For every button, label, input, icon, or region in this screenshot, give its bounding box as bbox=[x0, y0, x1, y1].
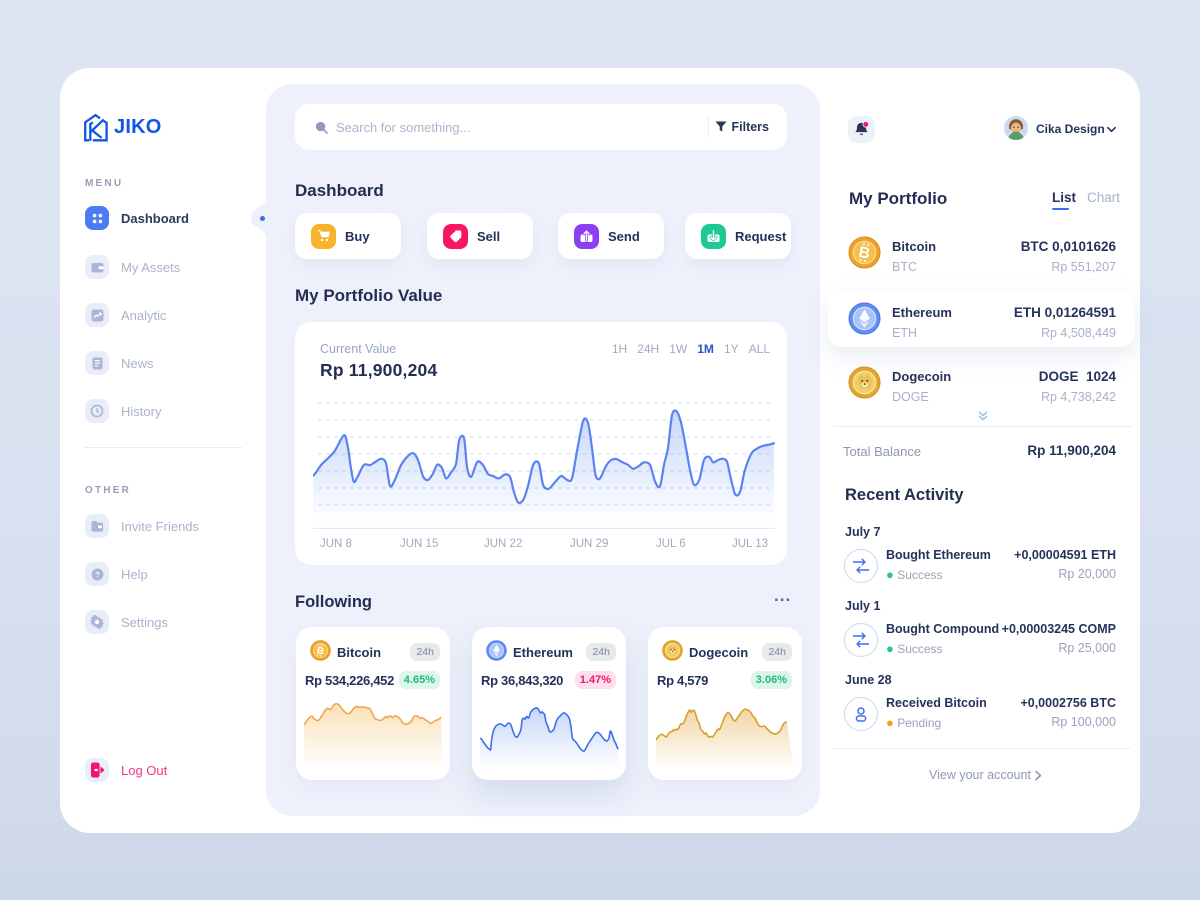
svg-text:B: B bbox=[316, 645, 325, 657]
svg-text:B: B bbox=[857, 244, 872, 263]
svg-text:?: ? bbox=[95, 570, 100, 579]
